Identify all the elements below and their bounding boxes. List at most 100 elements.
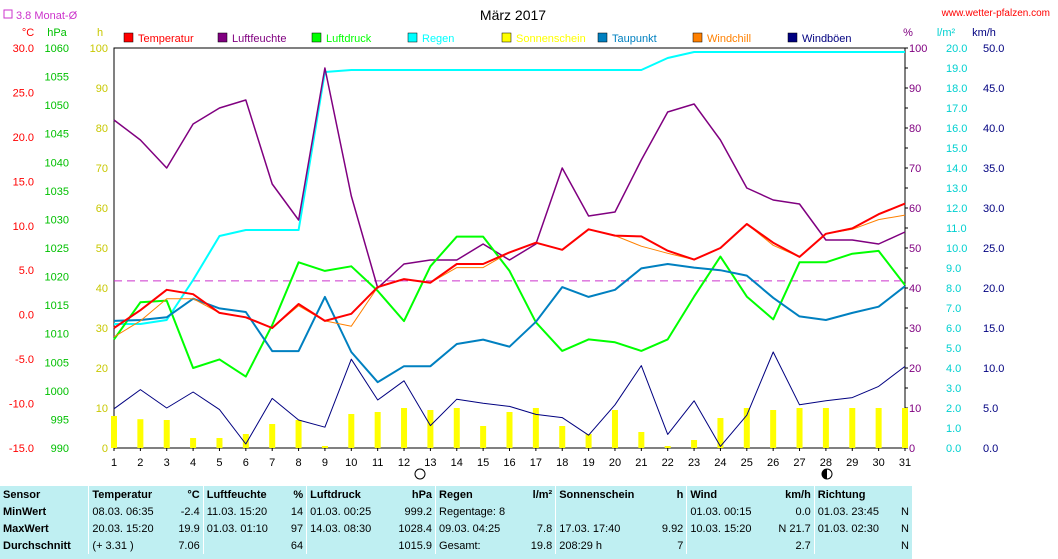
press-time: 01.03. 00:25 (306, 503, 388, 520)
x-tick-label: 20 (609, 457, 621, 469)
hum-time: 11.03. 15:20 (202, 503, 285, 520)
sun-bar (638, 432, 645, 448)
statistics-table: Sensor Temperatur °C Luftfeuchte % Luftd… (0, 486, 912, 559)
wind-value: 2.7 (795, 539, 811, 552)
temp-tick-label: 5.0 (19, 265, 34, 277)
series-line-temperatur (113, 202, 906, 329)
rain-tick-label: 8.0 (946, 283, 961, 295)
legend-swatch-luftfeuchte (217, 32, 228, 43)
dir-time (813, 537, 896, 554)
humidity-unit-label: % (903, 27, 913, 39)
legend-label-luftdruck: Luftdruck (326, 33, 372, 45)
humidity-tick-label: 0 (909, 443, 915, 455)
rain-info: Gesamt: (435, 537, 523, 554)
rain-tick-label: 20.0 (946, 43, 967, 55)
legend-label-regen: Regen (422, 33, 454, 45)
moon-markers (414, 468, 833, 480)
legend-swatch-windchill (692, 32, 703, 43)
temp-tick-label: 20.0 (13, 132, 34, 144)
humidity-tick-label: 80 (909, 123, 921, 135)
wind-unit-label: km/h (972, 27, 996, 39)
legend-label-temperatur: Temperatur (138, 33, 194, 45)
legend-label-taupunkt: Taupunkt (612, 33, 657, 45)
chart-title: März 2017 (480, 7, 546, 23)
x-tick-label: 4 (190, 457, 196, 469)
sun-bar (427, 410, 434, 448)
sun-bar (216, 438, 223, 448)
pressure-tick-label: 990 (51, 443, 69, 455)
wind-tick-label: 30.0 (983, 203, 1004, 215)
pressure-tick-label: 1035 (45, 186, 69, 198)
rain-tick-label: 13.0 (946, 183, 967, 195)
sun-bar (717, 418, 724, 448)
x-tick-label: 31 (899, 457, 911, 469)
x-tick-label: 26 (767, 457, 779, 469)
hours-tick-label: 0 (102, 443, 108, 455)
temp-time: 20.03. 15:20 (88, 520, 170, 537)
hours-tick-label: 100 (90, 43, 108, 55)
col-press-title: Luftdruck (306, 486, 388, 503)
hours-tick-label: 20 (96, 363, 108, 375)
col-sensor-title: Sensor (3, 488, 41, 501)
hum-time: 01.03. 01:10 (202, 520, 285, 537)
hours-tick-label: 50 (96, 243, 108, 255)
col-wind-title: Wind (686, 486, 768, 503)
sun-bar (269, 424, 276, 448)
row-label: MaxWert (3, 522, 49, 535)
humidity-tick-label: 50 (909, 243, 921, 255)
sun-bar (401, 408, 408, 448)
temp-tick-label: 25.0 (13, 87, 34, 99)
sun-bar (453, 408, 460, 448)
pressure-tick-label: 995 (51, 414, 69, 426)
x-tick-label: 29 (846, 457, 858, 469)
sun-bar (770, 410, 777, 448)
rain-value: 7.8 (536, 522, 553, 535)
x-tick-label: 24 (714, 457, 726, 469)
col-temp-unit: °C (187, 488, 200, 501)
row-label: MinWert (3, 505, 47, 518)
x-tick-label: 9 (322, 457, 328, 469)
pressure-tick-label: 1010 (45, 329, 69, 341)
stats-row-min: MinWert 08.03. 06:35 -2.4 11.03. 15:20 1… (0, 503, 912, 520)
wind-tick-label: 15.0 (983, 323, 1004, 335)
x-tick-label: 7 (269, 457, 275, 469)
sun-bar (796, 408, 803, 448)
humidity-tick-label: 20 (909, 363, 921, 375)
x-tick-label: 2 (137, 457, 143, 469)
hours-tick-label: 60 (96, 203, 108, 215)
stats-row-avg: Durchschnitt (+ 3.31 ) 7.06 64 1015.9 Ge… (0, 537, 912, 554)
rain-value (522, 503, 555, 520)
hum-time (202, 537, 285, 554)
temp-value: 7.06 (178, 539, 200, 552)
wind-tick-label: 50.0 (983, 43, 1004, 55)
legend-label-windboeen: Windböen (802, 33, 852, 45)
rain-tick-label: 12.0 (946, 203, 967, 215)
x-tick-label: 11 (372, 457, 383, 469)
sun-bar (348, 414, 355, 448)
sun-bar (822, 408, 829, 448)
pressure-tick-label: 1045 (45, 129, 69, 141)
rain-tick-label: 14.0 (946, 163, 967, 175)
site-link[interactable]: www.wetter-pfalzen.com (941, 8, 1050, 19)
rain-info: Regentage: 8 (435, 503, 523, 520)
x-tick-label: 23 (688, 457, 700, 469)
col-wind-unit: km/h (785, 488, 811, 501)
col-hum-title: Luftfeuchte (202, 486, 285, 503)
hours-tick-label: 70 (96, 163, 108, 175)
pressure-tick-label: 1055 (45, 72, 69, 84)
legend-swatch-sonnenschein (501, 32, 512, 43)
rain-tick-label: 16.0 (946, 123, 967, 135)
sun-bar (480, 426, 487, 448)
pressure-tick-label: 1030 (45, 214, 69, 226)
wind-tick-label: 25.0 (983, 243, 1004, 255)
col-dir-unit (895, 486, 912, 503)
sun-bar (743, 408, 750, 448)
rain-tick-label: 2.0 (946, 403, 961, 415)
wind-tick-label: 0.0 (983, 443, 998, 455)
wind-value: 0.0 (795, 505, 811, 518)
dir-value: N (901, 522, 909, 535)
monat-avg-label: 3.8 Monat-Ø (16, 10, 78, 22)
sun-bar (163, 420, 170, 448)
humidity-tick-label: 60 (909, 203, 921, 215)
legend-swatch-regen (407, 32, 418, 43)
